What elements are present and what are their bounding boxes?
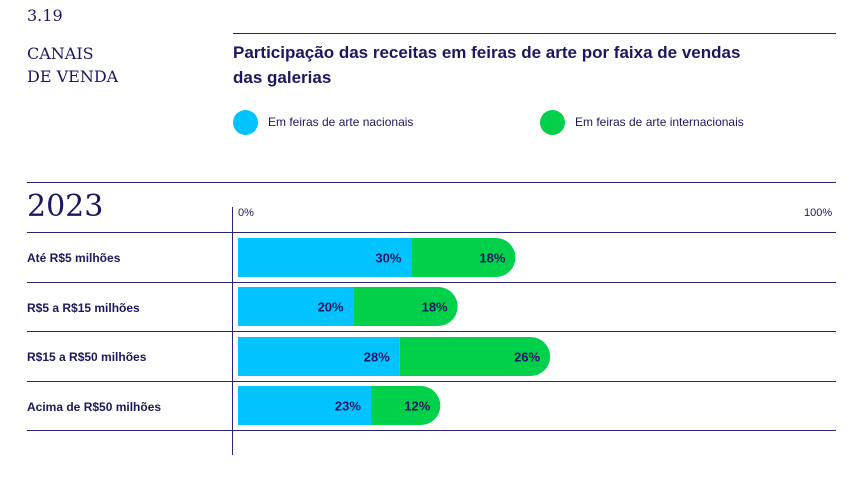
category-label-1: R$5 a R$15 milhões xyxy=(27,301,140,315)
legend-label-international: Em feiras de arte internacionais xyxy=(575,115,744,129)
bar-national-3 xyxy=(238,386,371,425)
data-label-international-2: 26% xyxy=(514,350,540,365)
category-label-3: Acima de R$50 milhões xyxy=(27,400,162,414)
bar-international-2 xyxy=(399,337,551,376)
data-label-national-0: 30% xyxy=(375,251,401,266)
legend-swatch-international xyxy=(540,109,565,135)
bar-international-3 xyxy=(370,386,441,425)
row-divider-4 xyxy=(27,430,836,431)
legend-item-international: Em feiras de arte internacionais xyxy=(540,109,744,135)
row-divider-2 xyxy=(27,331,836,332)
category-label-2: R$15 a R$50 milhões xyxy=(27,350,147,364)
category-label-0: Até R$5 milhões xyxy=(27,251,121,265)
data-label-international-0: 18% xyxy=(479,251,505,266)
legend-label-national: Em feiras de arte nacionais xyxy=(268,115,414,129)
data-label-national-1: 20% xyxy=(318,300,344,315)
section-title-line-2: DE VENDA xyxy=(27,67,119,86)
bar-national-0 xyxy=(238,238,412,277)
bar-international-1 xyxy=(353,287,458,326)
bar-national-1 xyxy=(238,287,354,326)
section-title-line-1: CANAIS xyxy=(27,44,94,63)
bar-national-2 xyxy=(238,337,400,376)
year-label: 2023 xyxy=(27,189,104,224)
bar-international-0 xyxy=(411,238,516,277)
data-label-national-3: 23% xyxy=(335,399,361,414)
top-divider xyxy=(233,33,836,34)
legend-item-national: Em feiras de arte nacionais xyxy=(233,109,413,135)
row-divider-1 xyxy=(27,282,836,283)
data-label-international-3: 12% xyxy=(404,399,430,414)
section-title: CANAIS DE VENDA xyxy=(27,42,118,88)
x-tick-max: 100% xyxy=(804,207,833,219)
chart-title: Participação das receitas em feiras de a… xyxy=(233,43,741,87)
legend-swatch-national xyxy=(233,109,258,135)
x-tick-min: 0% xyxy=(238,207,254,219)
data-label-national-2: 28% xyxy=(364,350,390,365)
row-divider-3 xyxy=(27,381,836,382)
data-label-international-1: 18% xyxy=(422,300,448,315)
section-number: 3.19 xyxy=(27,6,63,25)
row-divider-0 xyxy=(27,232,836,233)
chart-top-divider xyxy=(27,182,836,183)
